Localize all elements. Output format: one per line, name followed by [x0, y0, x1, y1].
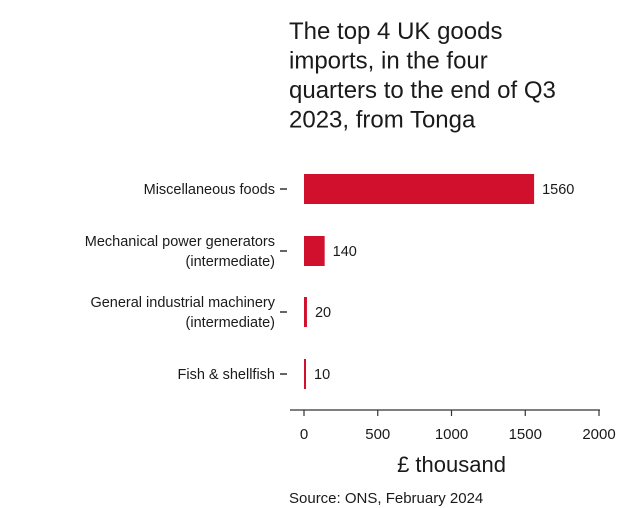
- bar: [304, 359, 306, 389]
- x-tick-label: 500: [365, 426, 390, 443]
- x-axis-title: £ thousand: [397, 452, 506, 477]
- category-label: Miscellaneous foods: [144, 182, 275, 198]
- value-label: 140: [333, 244, 357, 260]
- x-axis: 0 500 1000 1500 2000: [290, 409, 616, 443]
- bars: [304, 174, 535, 389]
- x-tick-label: 1000: [435, 426, 468, 443]
- chart-title-line: imports, in the four: [289, 48, 488, 75]
- chart-title-line: quarters to the end of Q3: [289, 77, 556, 104]
- category-label: Mechanical power generators: [85, 234, 275, 250]
- category-label: (intermediate): [186, 254, 275, 270]
- bar: [304, 174, 535, 204]
- bar: [304, 297, 307, 327]
- x-tick-label: 0: [300, 426, 308, 443]
- chart-title-line: The top 4 UK goods: [289, 18, 502, 45]
- chart-title-line: 2023, from Tonga: [289, 107, 476, 134]
- category-label: Fish & shellfish: [177, 367, 275, 383]
- x-tick-label: 1500: [509, 426, 542, 443]
- category-label: General industrial machinery: [90, 295, 275, 311]
- bar: [304, 236, 325, 266]
- source-note: Source: ONS, February 2024: [289, 490, 483, 507]
- chart-title: The top 4 UK goods imports, in the fourqu…: [289, 18, 556, 134]
- value-label: 10: [314, 367, 330, 383]
- value-labels: 1560 140 20 10: [314, 182, 574, 383]
- x-tick-label: 2000: [582, 426, 615, 443]
- value-label: 1560: [542, 182, 574, 198]
- category-labels: Miscellaneous foods Mechanical power gene…: [85, 182, 287, 383]
- value-label: 20: [315, 305, 331, 321]
- category-label: (intermediate): [186, 315, 275, 331]
